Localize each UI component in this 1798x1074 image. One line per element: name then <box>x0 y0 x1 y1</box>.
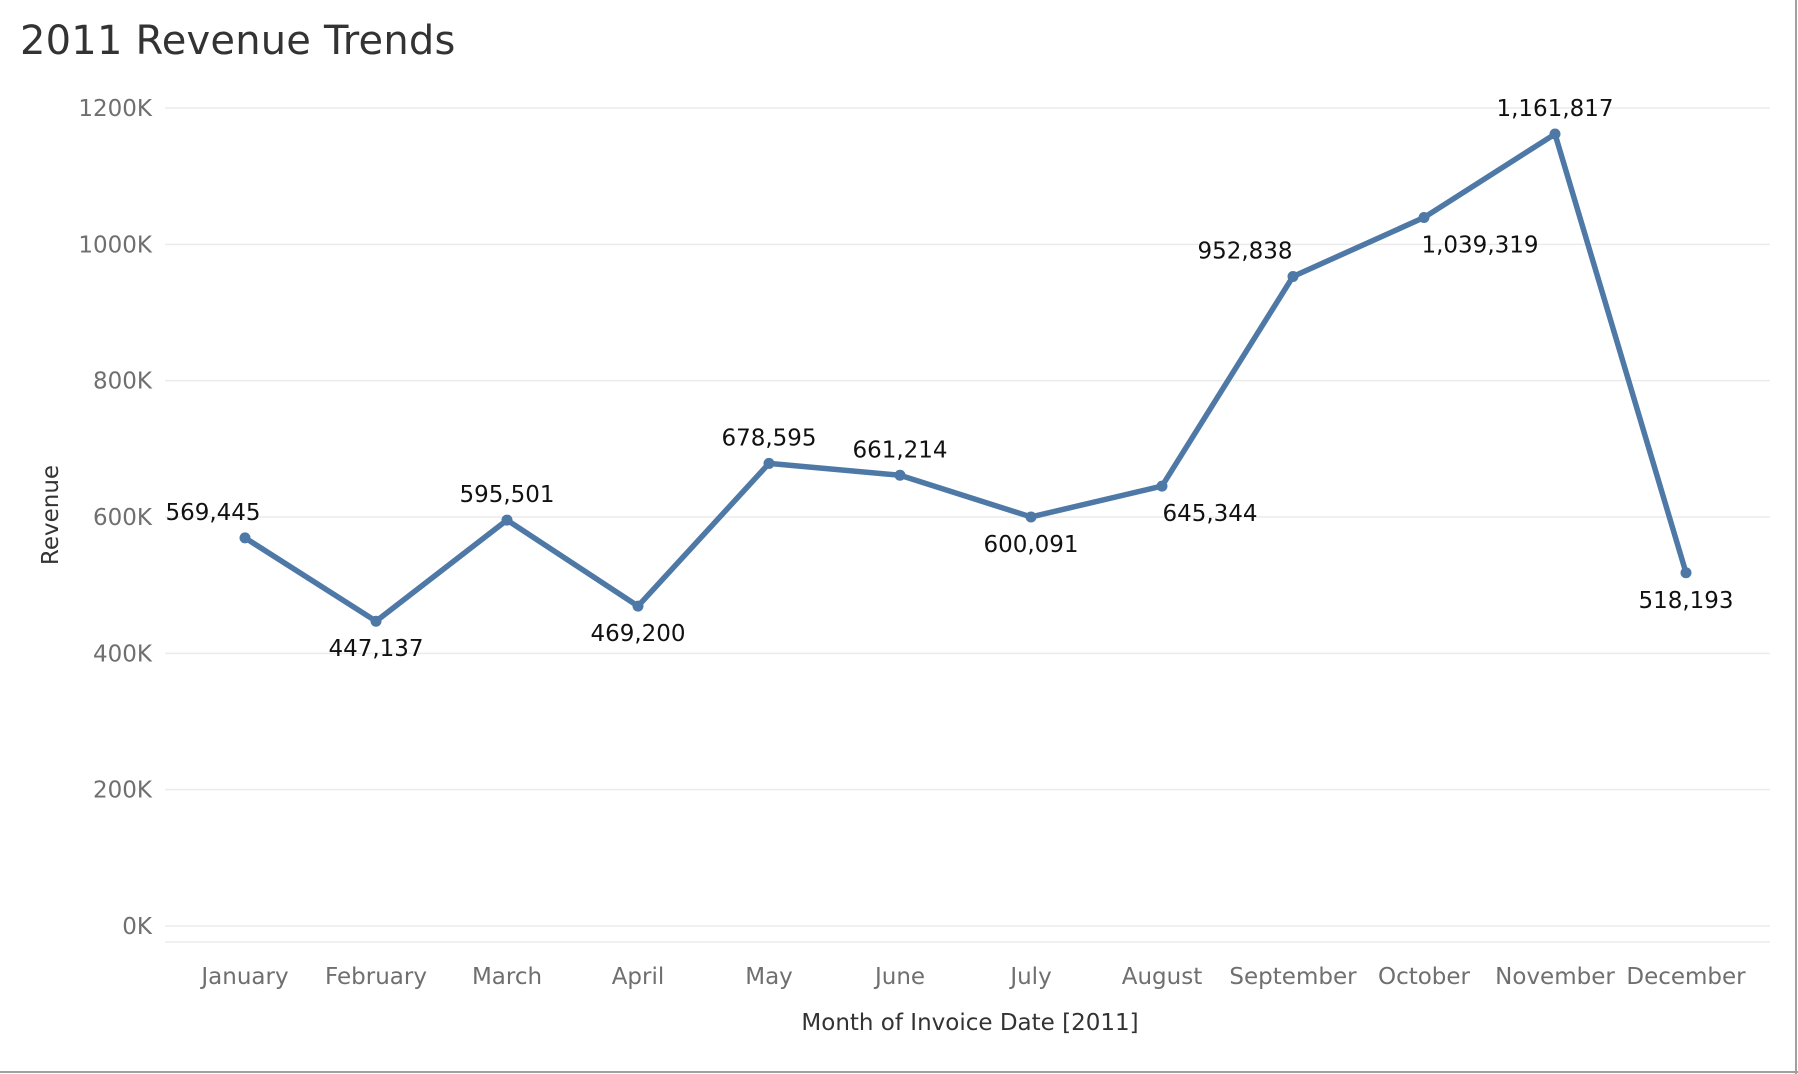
x-tick-label: March <box>472 964 542 990</box>
data-point[interactable] <box>1156 480 1168 492</box>
y-tick-label: 200K <box>93 778 153 804</box>
data-point[interactable] <box>501 514 513 526</box>
data-label: 645,344 <box>1162 501 1257 527</box>
data-label: 678,595 <box>721 425 816 451</box>
data-label: 595,501 <box>459 482 554 508</box>
data-label: 661,214 <box>852 437 947 463</box>
y-axis-title: Revenue <box>38 465 64 565</box>
x-tick-label: April <box>612 964 665 990</box>
y-tick-label: 0K <box>122 914 153 940</box>
gridlines <box>165 107 1770 943</box>
data-label: 447,137 <box>328 636 423 662</box>
x-tick-label: May <box>745 964 793 990</box>
data-label: 518,193 <box>1638 588 1733 614</box>
y-tick-label: 800K <box>93 369 153 395</box>
data-point[interactable] <box>1549 128 1561 140</box>
data-point[interactable] <box>763 457 775 469</box>
data-label: 569,445 <box>165 500 260 526</box>
data-label: 469,200 <box>590 621 685 647</box>
data-point[interactable] <box>1025 511 1037 523</box>
x-tick-label: July <box>1008 964 1051 990</box>
x-tick-label: January <box>199 964 288 990</box>
x-tick-label: June <box>873 964 925 990</box>
chart-title: 2011 Revenue Trends <box>20 18 456 64</box>
x-axis-ticks: January February March April May June July Augu… <box>199 964 1746 990</box>
y-tick-label: 1000K <box>78 232 153 258</box>
data-point[interactable] <box>1287 270 1299 282</box>
x-tick-label: September <box>1229 964 1357 990</box>
x-axis-title: Month of Invoice Date [2011] <box>801 1010 1138 1036</box>
data-point[interactable] <box>632 600 644 612</box>
data-point[interactable] <box>1680 567 1692 579</box>
y-tick-label: 1200K <box>78 96 153 122</box>
data-point[interactable] <box>894 469 906 481</box>
y-tick-label: 400K <box>93 641 153 667</box>
data-point[interactable] <box>239 532 251 544</box>
y-tick-label: 600K <box>93 505 153 531</box>
data-labels: 569,445 447,137 595,501 469,200 678,595 661,2… <box>165 96 1733 662</box>
x-tick-label: August <box>1122 964 1203 990</box>
revenue-line <box>242 131 1689 624</box>
data-point[interactable] <box>1418 212 1430 224</box>
x-tick-label: December <box>1626 964 1746 990</box>
data-label: 1,161,817 <box>1496 96 1613 122</box>
data-label: 952,838 <box>1197 238 1292 264</box>
x-tick-label: November <box>1495 964 1615 990</box>
x-tick-label: February <box>325 964 427 990</box>
data-point[interactable] <box>370 615 382 627</box>
x-tick-label: October <box>1378 964 1471 990</box>
revenue-series <box>239 128 1692 627</box>
data-label: 600,091 <box>983 532 1078 558</box>
data-label: 1,039,319 <box>1421 233 1538 259</box>
y-axis-ticks: 0K 200K 400K 600K 800K 1000K 1200K <box>78 96 153 940</box>
